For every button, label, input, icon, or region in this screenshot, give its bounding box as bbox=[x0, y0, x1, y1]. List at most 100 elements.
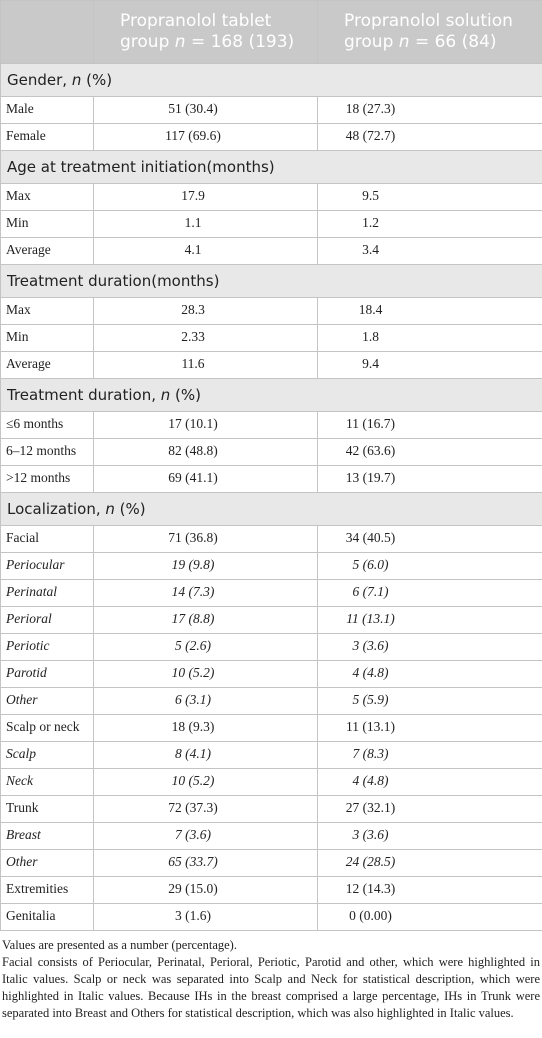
section-title: Gender, n (%) bbox=[0, 63, 542, 97]
value-cell: 18 (9.3) bbox=[93, 714, 318, 742]
value-cell: 28.3 bbox=[93, 297, 318, 325]
data-row: Max 17.9 9.5 bbox=[0, 183, 542, 211]
value-cell: 9.5 bbox=[317, 183, 542, 211]
data-row: ≤6 months 17 (10.1) 11 (16.7) bbox=[0, 411, 542, 439]
value-cell: 6 (3.1) bbox=[93, 687, 318, 715]
value-cell: 5 (2.6) bbox=[93, 633, 318, 661]
row-label: ≤6 months bbox=[0, 411, 94, 439]
value-cell: 3.4 bbox=[317, 237, 542, 265]
row-label: Male bbox=[0, 96, 94, 124]
section-row: Gender, n (%) bbox=[0, 63, 542, 97]
row-label: Parotid bbox=[0, 660, 94, 688]
data-row: Scalp 8 (4.1) 7 (8.3) bbox=[0, 741, 542, 769]
data-row: Male 51 (30.4) 18 (27.3) bbox=[0, 96, 542, 124]
row-label: Genitalia bbox=[0, 903, 94, 931]
section-row: Treatment duration, n (%) bbox=[0, 378, 542, 412]
row-label: Neck bbox=[0, 768, 94, 796]
value-cell: 18.4 bbox=[317, 297, 542, 325]
section-title: Age at treatment initiation(months) bbox=[0, 150, 542, 184]
text: (%) bbox=[81, 71, 113, 89]
value-cell: 14 (7.3) bbox=[93, 579, 318, 607]
value-cell: 8 (4.1) bbox=[93, 741, 318, 769]
footnote: Facial consists of Periocular, Perinatal… bbox=[2, 955, 540, 1020]
value-cell: 7 (8.3) bbox=[317, 741, 542, 769]
row-label: Periotic bbox=[0, 633, 94, 661]
value-cell: 1.8 bbox=[317, 324, 542, 352]
row-label: Max bbox=[0, 183, 94, 211]
data-row: Scalp or neck 18 (9.3) 11 (13.1) bbox=[0, 714, 542, 742]
data-row: Genitalia 3 (1.6) 0 (0.00) bbox=[0, 903, 542, 931]
value-cell: 42 (63.6) bbox=[317, 438, 542, 466]
footnote: Values are presented as a number (percen… bbox=[2, 938, 237, 952]
data-row: Female 117 (69.6) 48 (72.7) bbox=[0, 123, 542, 151]
section-title: Treatment duration, n (%) bbox=[0, 378, 542, 412]
text: = 66 (84) bbox=[409, 32, 497, 52]
value-cell: 71 (36.8) bbox=[93, 525, 318, 553]
row-label: Scalp bbox=[0, 741, 94, 769]
value-cell: 3 (3.6) bbox=[317, 633, 542, 661]
row-label: Extremities bbox=[0, 876, 94, 904]
data-row: Other 65 (33.7) 24 (28.5) bbox=[0, 849, 542, 877]
section-row: Age at treatment initiation(months) bbox=[0, 150, 542, 184]
data-row: Perinatal 14 (7.3) 6 (7.1) bbox=[0, 579, 542, 607]
data-row: Breast 7 (3.6) 3 (3.6) bbox=[0, 822, 542, 850]
row-label: Other bbox=[0, 849, 94, 877]
value-cell: 1.2 bbox=[317, 210, 542, 238]
data-row: Min 1.1 1.2 bbox=[0, 210, 542, 238]
italic-text: n bbox=[160, 386, 171, 404]
value-cell: 24 (28.5) bbox=[317, 849, 542, 877]
value-cell: 51 (30.4) bbox=[93, 96, 318, 124]
data-row: Periotic 5 (2.6) 3 (3.6) bbox=[0, 633, 542, 661]
value-cell: 6 (7.1) bbox=[317, 579, 542, 607]
data-table: Propranolol tablet group n = 168 (193) Pr… bbox=[0, 0, 542, 931]
text: Gender, bbox=[7, 71, 72, 89]
data-row: Periocular 19 (9.8) 5 (6.0) bbox=[0, 552, 542, 580]
text: (%) bbox=[170, 386, 201, 404]
data-row: Extremities 29 (15.0) 12 (14.3) bbox=[0, 876, 542, 904]
italic-text: n bbox=[71, 71, 82, 89]
value-cell: 48 (72.7) bbox=[317, 123, 542, 151]
text: Age at treatment initiation(months) bbox=[7, 158, 275, 176]
data-row: Trunk 72 (37.3) 27 (32.1) bbox=[0, 795, 542, 823]
value-cell: 11 (16.7) bbox=[317, 411, 542, 439]
section-row: Treatment duration(months) bbox=[0, 264, 542, 298]
row-label: >12 months bbox=[0, 465, 94, 493]
value-cell: 29 (15.0) bbox=[93, 876, 318, 904]
data-row: 6–12 months 82 (48.8) 42 (63.6) bbox=[0, 438, 542, 466]
value-cell: 34 (40.5) bbox=[317, 525, 542, 553]
text: = 168 (193) bbox=[185, 32, 295, 52]
value-cell: 11 (13.1) bbox=[317, 606, 542, 634]
data-row: Average 11.6 9.4 bbox=[0, 351, 542, 379]
value-cell: 11 (13.1) bbox=[317, 714, 542, 742]
section-title: Treatment duration(months) bbox=[0, 264, 542, 298]
value-cell: 4 (4.8) bbox=[317, 768, 542, 796]
value-cell: 17 (8.8) bbox=[93, 606, 318, 634]
row-label: Min bbox=[0, 210, 94, 238]
data-row: Facial 71 (36.8) 34 (40.5) bbox=[0, 525, 542, 553]
value-cell: 3 (3.6) bbox=[317, 822, 542, 850]
row-label: Other bbox=[0, 687, 94, 715]
row-label: Min bbox=[0, 324, 94, 352]
value-cell: 10 (5.2) bbox=[93, 660, 318, 688]
value-cell: 5 (5.9) bbox=[317, 687, 542, 715]
value-cell: 2.33 bbox=[93, 324, 318, 352]
text: (%) bbox=[114, 500, 146, 518]
value-cell: 1.1 bbox=[93, 210, 318, 238]
text: Localization, bbox=[7, 500, 106, 518]
footnotes: Values are presented as a number (percen… bbox=[0, 931, 542, 1022]
header-cell: Propranolol tablet group n = 168 (193) bbox=[93, 0, 318, 64]
row-label: Max bbox=[0, 297, 94, 325]
row-label: 6–12 months bbox=[0, 438, 94, 466]
value-cell: 0 (0.00) bbox=[317, 903, 542, 931]
value-cell: 69 (41.1) bbox=[93, 465, 318, 493]
row-label: Average bbox=[0, 351, 94, 379]
data-row: Parotid 10 (5.2) 4 (4.8) bbox=[0, 660, 542, 688]
row-label: Scalp or neck bbox=[0, 714, 94, 742]
value-cell: 65 (33.7) bbox=[93, 849, 318, 877]
data-row: >12 months 69 (41.1) 13 (19.7) bbox=[0, 465, 542, 493]
value-cell: 17 (10.1) bbox=[93, 411, 318, 439]
text: Treatment duration(months) bbox=[7, 272, 220, 290]
value-cell: 18 (27.3) bbox=[317, 96, 542, 124]
row-label: Trunk bbox=[0, 795, 94, 823]
